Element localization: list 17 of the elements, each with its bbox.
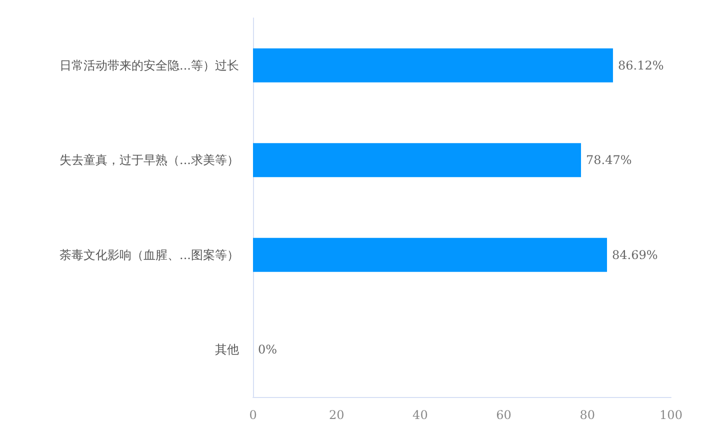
x-tick-label: 80 xyxy=(580,408,596,422)
y-tick-label: 其他 xyxy=(215,342,239,357)
data-label: 78.47% xyxy=(586,153,632,168)
data-label: 84.69% xyxy=(612,248,658,262)
bar xyxy=(253,238,608,272)
x-tick-label: 100 xyxy=(660,408,682,422)
data-label: 0% xyxy=(258,342,278,357)
x-tick-label: 60 xyxy=(496,408,512,422)
bar xyxy=(253,143,582,178)
y-tick-label: 荼毒文化影响（血腥、...图案等） xyxy=(60,248,239,262)
x-tick-label: 20 xyxy=(328,408,344,422)
x-tick-label: 0 xyxy=(249,408,257,422)
x-tick-label: 40 xyxy=(412,408,428,422)
bar xyxy=(253,48,613,82)
data-label: 86.12% xyxy=(618,58,664,72)
y-tick-label: 失去童真，过于早熟（...求美等） xyxy=(60,153,239,168)
y-tick-label: 日常活动带来的安全隐...等）过长 xyxy=(60,58,239,72)
